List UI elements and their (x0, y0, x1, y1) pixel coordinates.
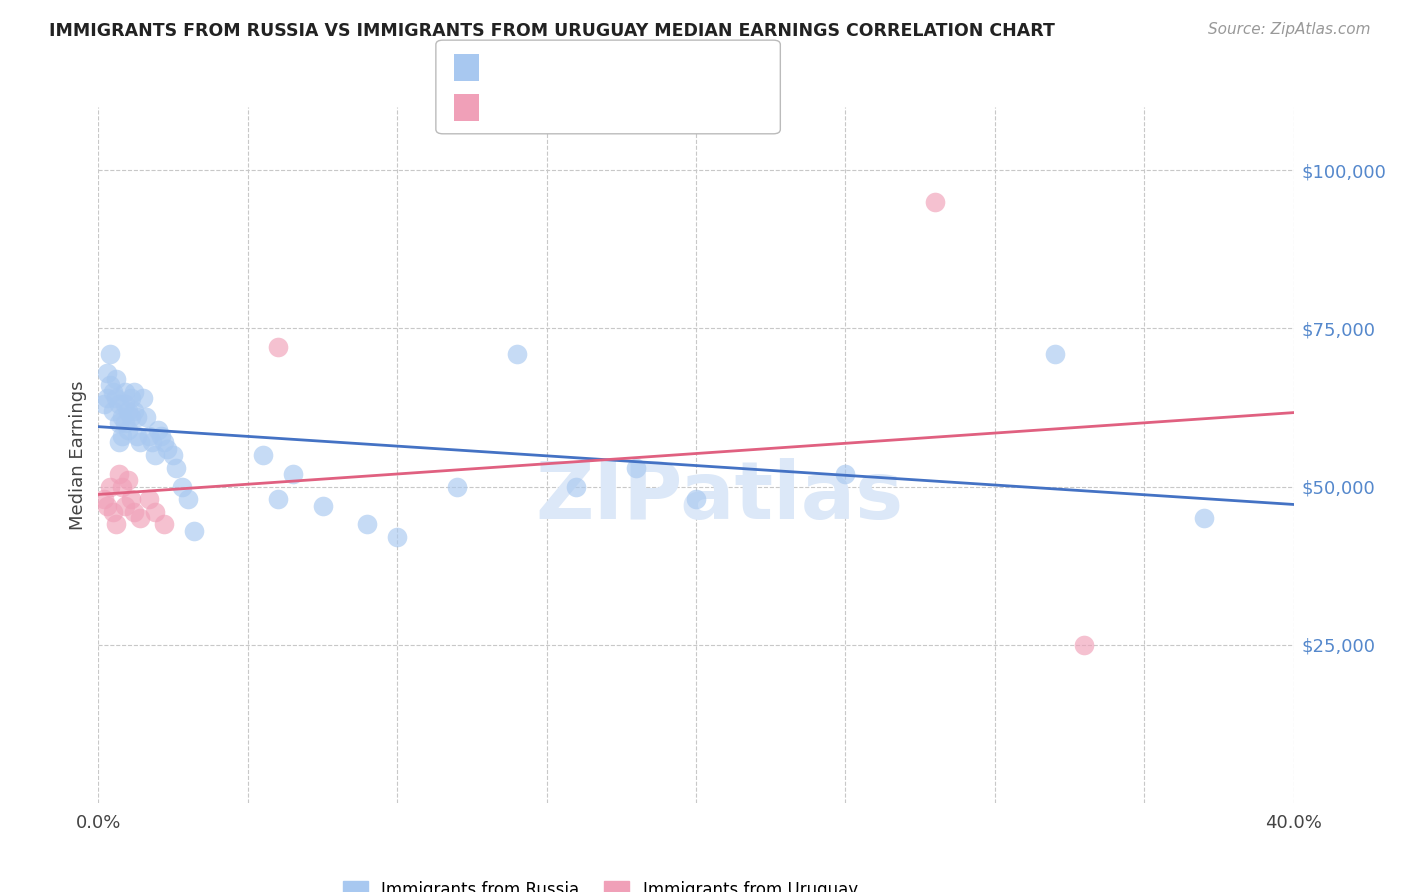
Point (267, 340, 290, 354)
Point (1043, 347, 1066, 361)
Point (105, 517, 128, 532)
Point (148, 423, 170, 437)
Point (100, 347, 122, 361)
Point (114, 417, 136, 431)
Point (924, 194, 946, 209)
Point (129, 511, 152, 525)
Point (111, 479, 134, 493)
Point (114, 384, 136, 399)
Point (143, 448, 166, 462)
Point (132, 391, 155, 405)
Point (103, 505, 125, 519)
Point (124, 384, 146, 399)
Point (1192, 511, 1215, 525)
Point (111, 429, 134, 443)
Point (117, 473, 139, 487)
Point (834, 467, 856, 481)
Text: R =  0.778: R = 0.778 (491, 97, 586, 115)
Point (153, 517, 176, 532)
Point (141, 435, 163, 450)
Point (626, 460, 648, 475)
Point (138, 492, 160, 507)
Point (267, 492, 290, 507)
Point (385, 530, 409, 544)
Point (1073, 638, 1095, 652)
Point (124, 505, 146, 519)
Point (685, 492, 707, 507)
Point (120, 492, 142, 507)
Point (177, 492, 200, 507)
Point (124, 403, 146, 417)
Point (565, 479, 588, 493)
Point (120, 391, 142, 405)
Point (135, 409, 157, 424)
Point (162, 448, 184, 462)
Point (103, 384, 125, 399)
Text: IMMIGRANTS FROM RUSSIA VS IMMIGRANTS FROM URUGUAY MEDIAN EARNINGS CORRELATION CH: IMMIGRANTS FROM RUSSIA VS IMMIGRANTS FRO… (49, 22, 1054, 40)
Text: N = 18: N = 18 (634, 97, 702, 115)
Text: R = -0.133: R = -0.133 (491, 60, 588, 78)
Point (96, 366, 118, 380)
Point (150, 429, 173, 443)
Point (114, 499, 136, 513)
Y-axis label: Median Earnings: Median Earnings (69, 380, 87, 530)
Point (103, 403, 125, 417)
Point (311, 499, 333, 513)
Text: Source: ZipAtlas.com: Source: ZipAtlas.com (1208, 22, 1371, 37)
Point (156, 442, 179, 456)
Point (172, 479, 194, 493)
Point (100, 479, 122, 493)
Point (129, 435, 152, 450)
Point (93, 492, 115, 507)
Point (108, 467, 131, 481)
Point (111, 409, 134, 424)
Point (138, 429, 160, 443)
Point (281, 467, 304, 481)
Point (183, 524, 205, 538)
Text: ZIPatlas: ZIPatlas (536, 458, 904, 536)
Point (127, 429, 149, 443)
Point (96, 499, 118, 513)
Point (153, 435, 176, 450)
Point (446, 479, 468, 493)
Point (143, 505, 166, 519)
Point (356, 517, 378, 532)
Point (120, 409, 142, 424)
Point (108, 435, 131, 450)
Legend: Immigrants from Russia, Immigrants from Uruguay: Immigrants from Russia, Immigrants from … (343, 880, 858, 892)
Point (127, 409, 149, 424)
Point (93, 397, 115, 411)
Point (114, 397, 136, 411)
Point (105, 372, 128, 386)
Point (252, 448, 274, 462)
Point (108, 397, 131, 411)
Point (117, 423, 139, 437)
Point (117, 403, 139, 417)
Point (100, 378, 122, 392)
Point (506, 347, 529, 361)
Text: N = 54: N = 54 (634, 60, 702, 78)
Point (165, 460, 187, 475)
Point (108, 417, 131, 431)
Point (105, 391, 128, 405)
Point (96, 391, 118, 405)
